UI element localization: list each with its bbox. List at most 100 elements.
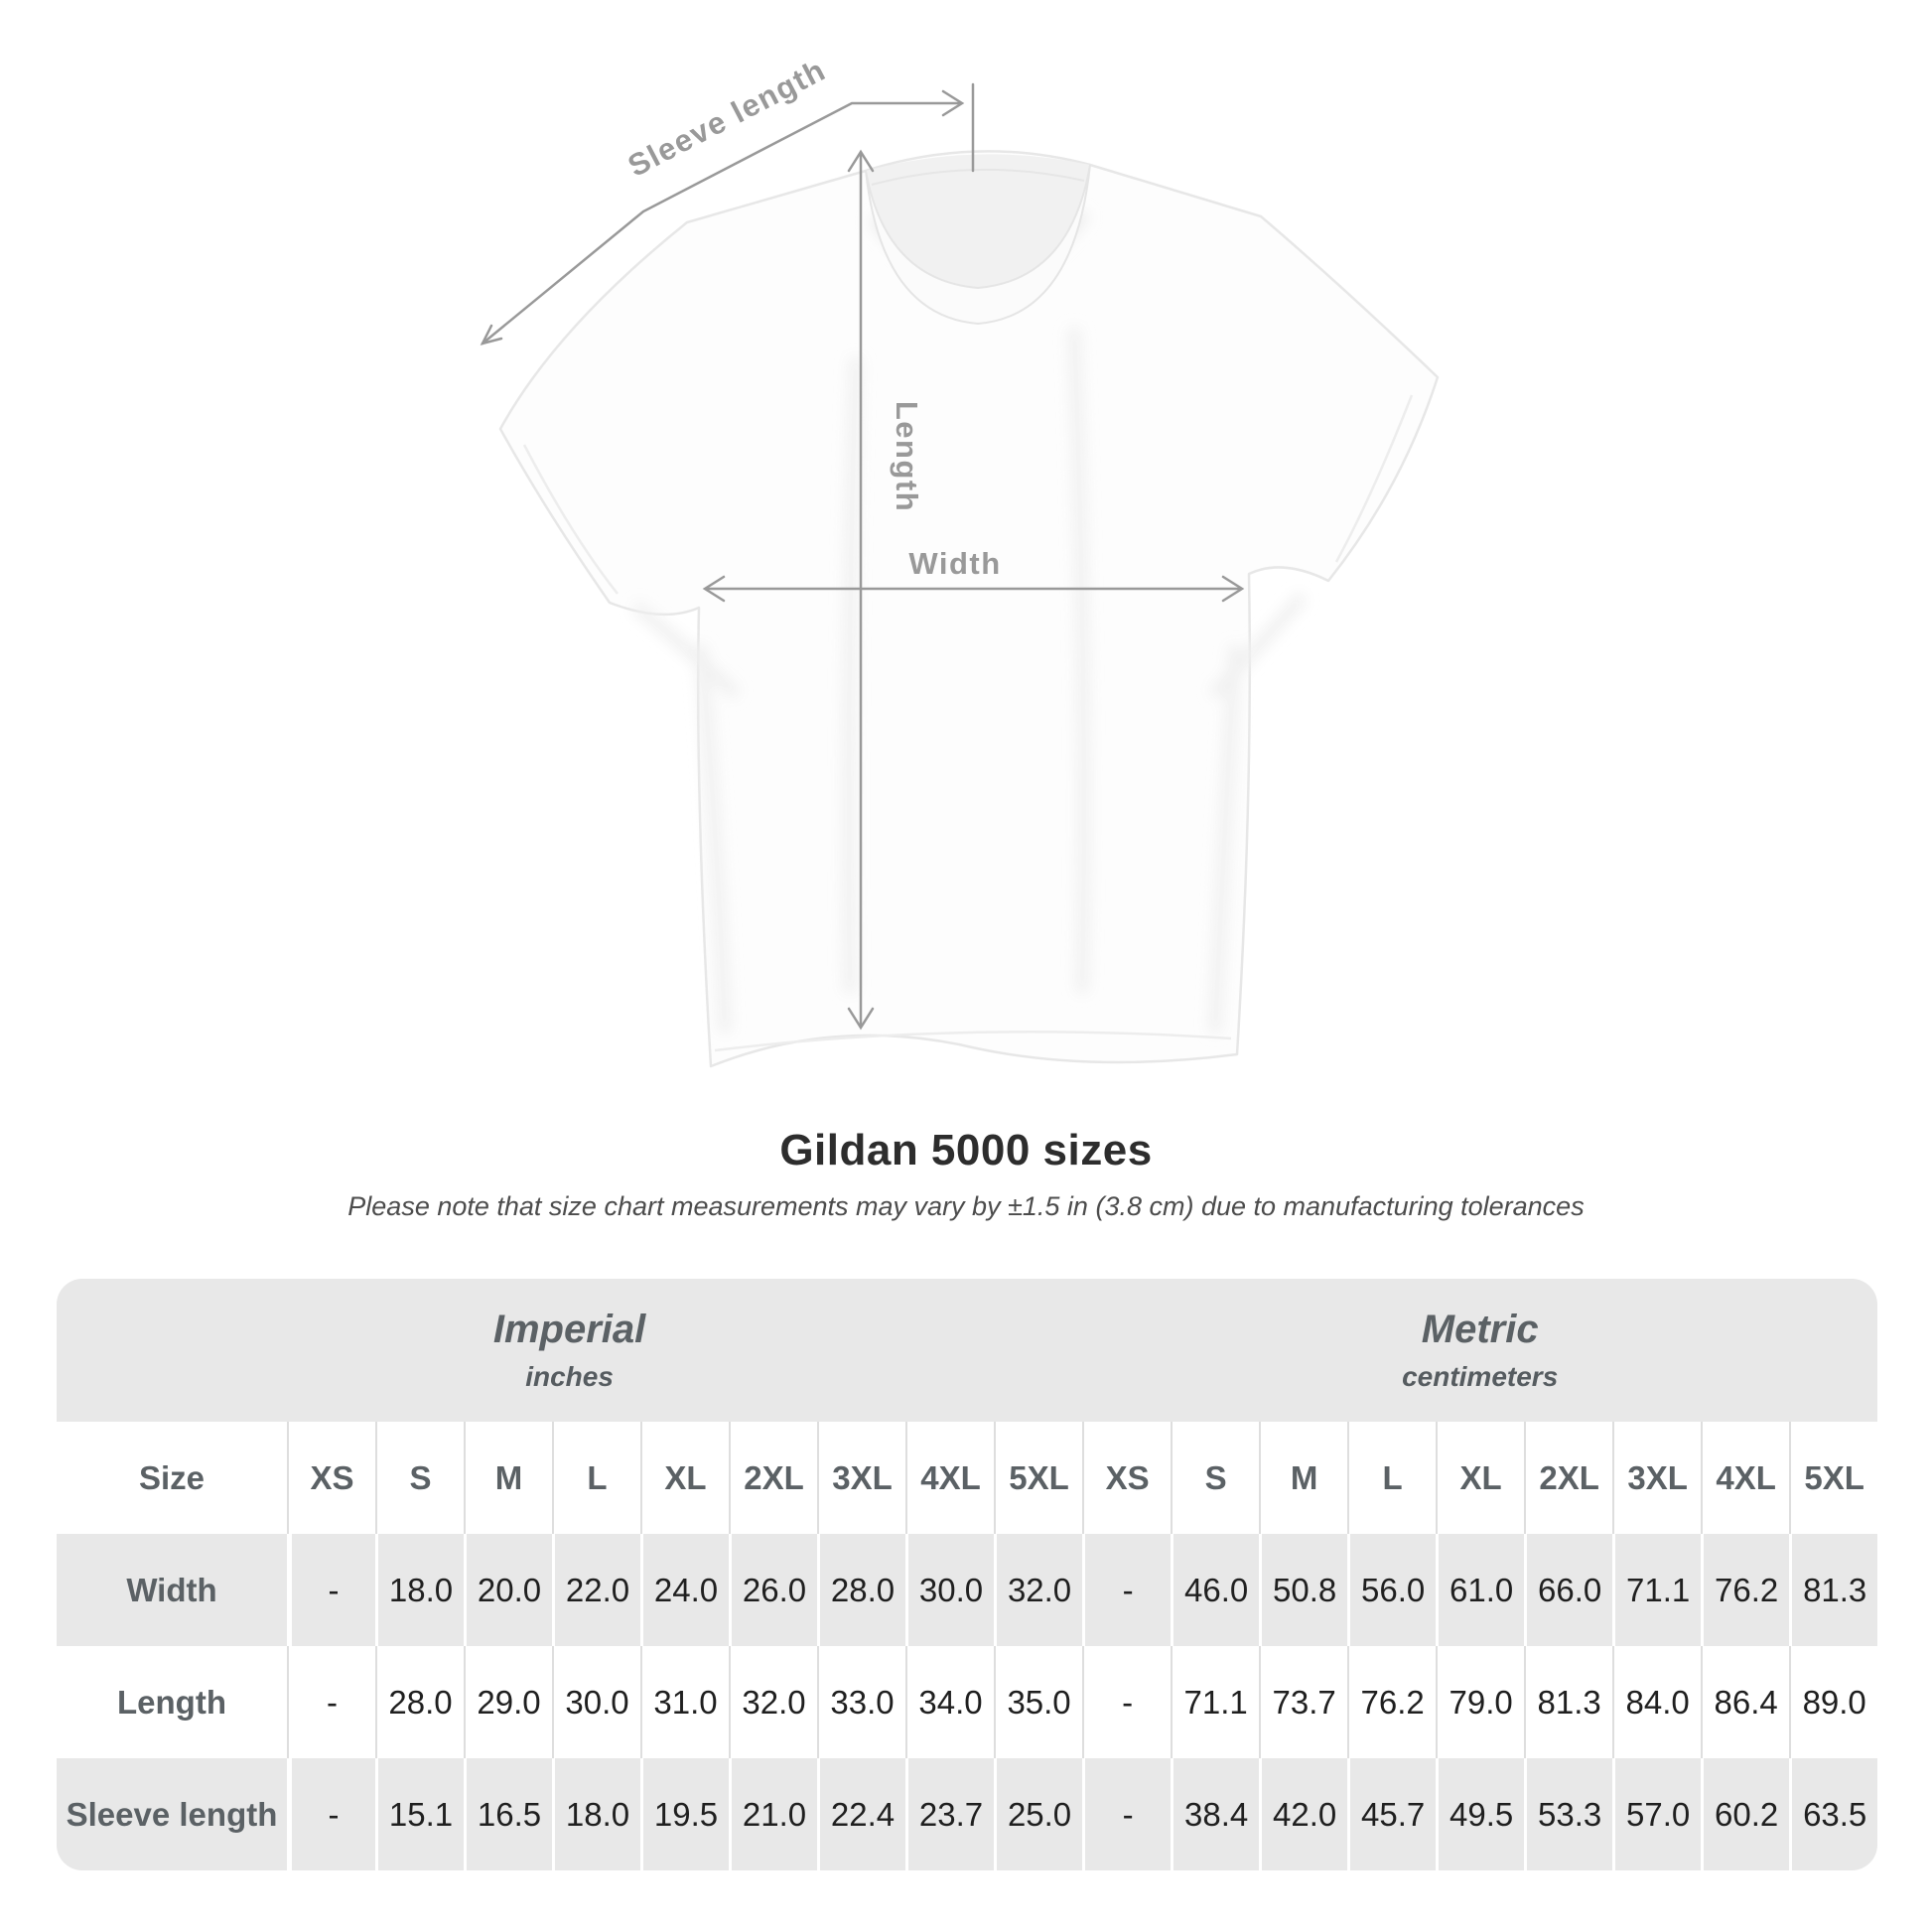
value-cell: 32.0 xyxy=(729,1646,817,1758)
value-cell: 33.0 xyxy=(817,1646,905,1758)
value-cell: 42.0 xyxy=(1259,1758,1347,1870)
value-cell: - xyxy=(287,1758,375,1870)
value-cell: 56.0 xyxy=(1347,1534,1436,1646)
value-cell: 61.0 xyxy=(1436,1534,1524,1646)
tshirt-body xyxy=(498,150,1440,1068)
table-row-width: Width -18.0 20.0 22.0 24.0 26.0 28.0 30.0 32.0-4… xyxy=(57,1534,1877,1646)
value-cell: 35.0 xyxy=(994,1646,1082,1758)
metric-units: centimeters xyxy=(1402,1361,1559,1392)
imperial-units: inches xyxy=(525,1361,614,1392)
back-collar-seam xyxy=(871,168,1085,186)
col-header-metric-s: S xyxy=(1171,1422,1260,1534)
value-cell: - xyxy=(1082,1646,1171,1758)
col-header-metric-l: L xyxy=(1347,1422,1437,1534)
value-cell: 28.0 xyxy=(375,1646,464,1758)
value-cell: - xyxy=(287,1534,375,1646)
col-header-imperial-5xl: 5XL xyxy=(994,1422,1083,1534)
value-cell: 89.0 xyxy=(1789,1646,1877,1758)
size-table: Imperial inches Metric centimeters Size … xyxy=(57,1279,1877,1870)
collar-band xyxy=(865,164,1091,326)
width-label: Width xyxy=(908,546,1001,581)
value-cell: 57.0 xyxy=(1612,1758,1701,1870)
col-header-imperial-3xl: 3XL xyxy=(817,1422,905,1534)
tshirt-shading xyxy=(630,327,1308,1034)
value-cell: 76.2 xyxy=(1347,1646,1436,1758)
imperial-label: Imperial xyxy=(492,1308,646,1351)
value-cell: 63.5 xyxy=(1789,1758,1877,1870)
row-label: Length xyxy=(117,1683,226,1721)
value-cell: 60.2 xyxy=(1701,1758,1789,1870)
value-cell: 53.3 xyxy=(1524,1758,1612,1870)
value-cell: 46.0 xyxy=(1171,1534,1259,1646)
col-header-imperial-xl: XL xyxy=(640,1422,729,1534)
table-row-length: Length -28.0 29.0 30.0 31.0 32.0 33.0 34.0 35.0-… xyxy=(57,1646,1877,1758)
value-cell: 21.0 xyxy=(729,1758,817,1870)
neck-opening xyxy=(866,154,1090,288)
value-cell: 38.4 xyxy=(1171,1758,1259,1870)
value-cell: 28.0 xyxy=(817,1534,905,1646)
tshirt-diagram: Sleeve length Length Width xyxy=(480,53,1440,1068)
value-cell: 22.4 xyxy=(817,1758,905,1870)
value-cell: 79.0 xyxy=(1436,1646,1524,1758)
value-cell: 32.0 xyxy=(994,1534,1082,1646)
col-header-metric-xl: XL xyxy=(1436,1422,1525,1534)
value-cell: 18.0 xyxy=(552,1758,640,1870)
col-header-metric-4xl: 4XL xyxy=(1701,1422,1790,1534)
value-cell: 31.0 xyxy=(640,1646,729,1758)
page-title: Gildan 5000 sizes xyxy=(779,1126,1153,1174)
value-cell: 86.4 xyxy=(1701,1646,1789,1758)
value-cell: 23.7 xyxy=(905,1758,994,1870)
unit-section-header-row: Imperial inches Metric centimeters xyxy=(57,1279,1877,1422)
col-header-metric-m: M xyxy=(1259,1422,1348,1534)
measurement-lines xyxy=(480,82,1245,1031)
value-cell: 29.0 xyxy=(464,1646,552,1758)
value-cell: - xyxy=(1082,1758,1171,1870)
col-header-imperial-s: S xyxy=(375,1422,464,1534)
value-cell: 73.7 xyxy=(1259,1646,1347,1758)
value-cell: 26.0 xyxy=(729,1534,817,1646)
value-cell: - xyxy=(287,1646,375,1758)
value-cell: 45.7 xyxy=(1347,1758,1436,1870)
value-cell: 76.2 xyxy=(1701,1534,1789,1646)
col-header-imperial-m: M xyxy=(464,1422,552,1534)
col-header-imperial-4xl: 4XL xyxy=(905,1422,994,1534)
col-header-imperial-2xl: 2XL xyxy=(729,1422,817,1534)
value-cell: 30.0 xyxy=(905,1534,994,1646)
size-corner-label: Size xyxy=(57,1422,287,1534)
col-header-metric-2xl: 2XL xyxy=(1524,1422,1613,1534)
value-cell: - xyxy=(1082,1534,1171,1646)
sleeve-length-label: Sleeve length xyxy=(622,53,832,184)
metric-section-header: Metric centimeters xyxy=(1082,1279,1877,1422)
value-cell: 84.0 xyxy=(1612,1646,1701,1758)
value-cell: 34.0 xyxy=(905,1646,994,1758)
page-subtitle: Please note that size chart measurements… xyxy=(347,1191,1585,1221)
value-cell: 18.0 xyxy=(375,1534,464,1646)
value-cell: 71.1 xyxy=(1612,1534,1701,1646)
value-cell: 81.3 xyxy=(1789,1534,1877,1646)
value-cell: 19.5 xyxy=(640,1758,729,1870)
size-table-grid: Imperial inches Metric centimeters Size … xyxy=(57,1279,1877,1870)
metric-label: Metric xyxy=(1421,1308,1539,1351)
value-cell: 25.0 xyxy=(994,1758,1082,1870)
value-cell: 71.1 xyxy=(1171,1646,1259,1758)
value-cell: 16.5 xyxy=(464,1758,552,1870)
value-cell: 24.0 xyxy=(640,1534,729,1646)
col-header-imperial-l: L xyxy=(552,1422,640,1534)
sleeve-length-line xyxy=(481,101,963,345)
col-header-metric-xs: XS xyxy=(1082,1422,1172,1534)
table-row-sleeve-length: Sleeve length -15.1 16.5 18.0 19.5 21.0 22.4 23… xyxy=(57,1758,1877,1870)
row-label: Width xyxy=(126,1571,217,1608)
value-cell: 30.0 xyxy=(552,1646,640,1758)
value-cell: 50.8 xyxy=(1259,1534,1347,1646)
garment-seams xyxy=(522,394,1414,1052)
value-cell: 81.3 xyxy=(1524,1646,1612,1758)
value-cell: 49.5 xyxy=(1436,1758,1524,1870)
value-cell: 15.1 xyxy=(375,1758,464,1870)
row-label: Sleeve length xyxy=(66,1795,278,1833)
value-cell: 20.0 xyxy=(464,1534,552,1646)
col-header-metric-3xl: 3XL xyxy=(1612,1422,1702,1534)
size-header-row: Size XS S M L XL 2XL 3XL 4XL 5XL XS S M L XL 2XL 3XL 4XL… xyxy=(57,1422,1877,1534)
length-label: Length xyxy=(890,401,924,512)
col-header-metric-5xl: 5XL xyxy=(1789,1422,1877,1534)
